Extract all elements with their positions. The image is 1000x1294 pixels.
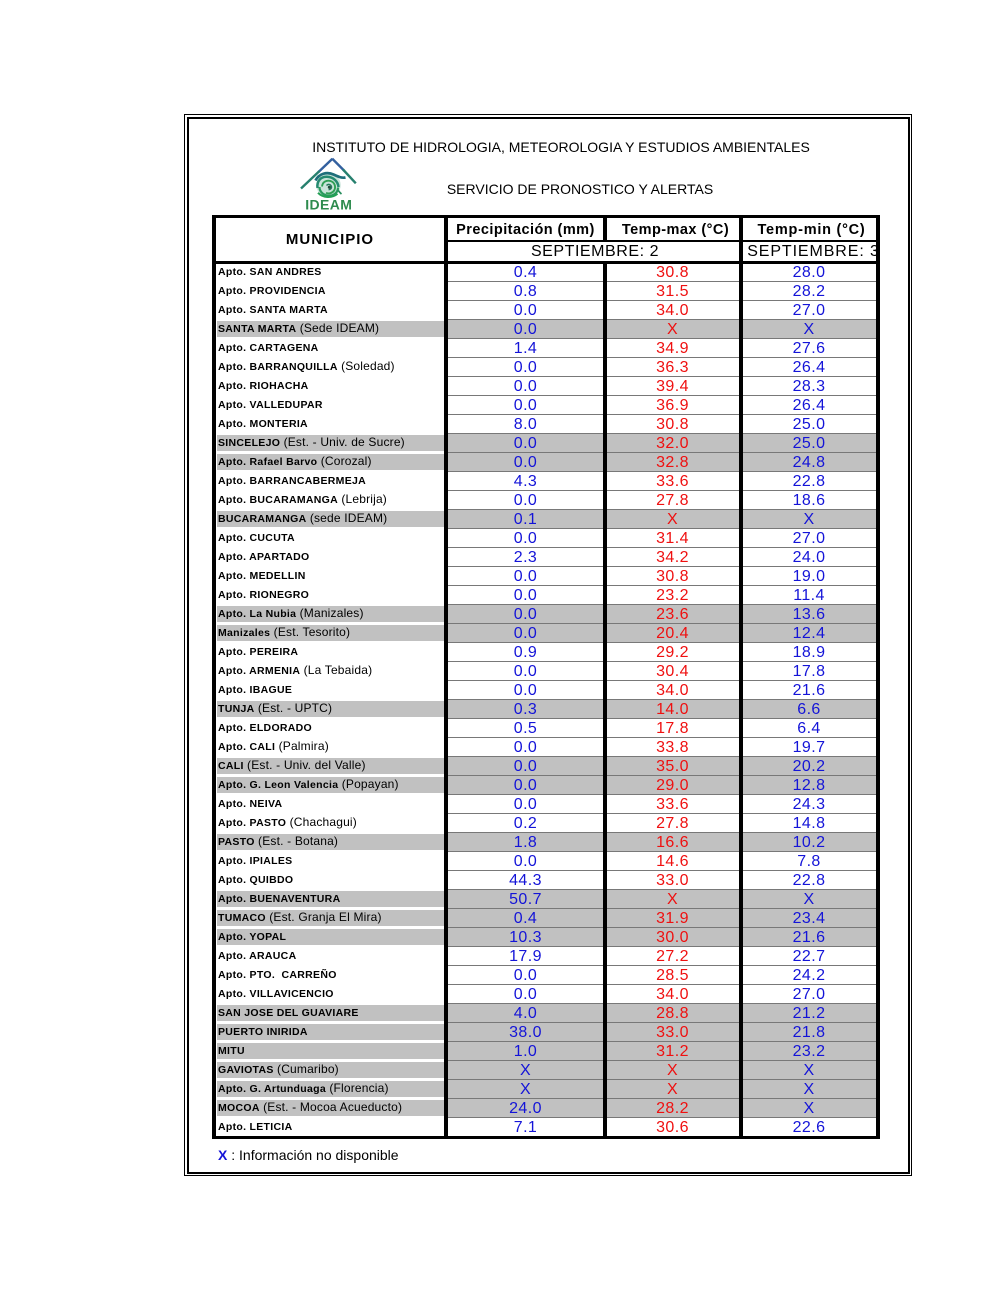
svg-text:IDEAM: IDEAM	[305, 196, 352, 212]
